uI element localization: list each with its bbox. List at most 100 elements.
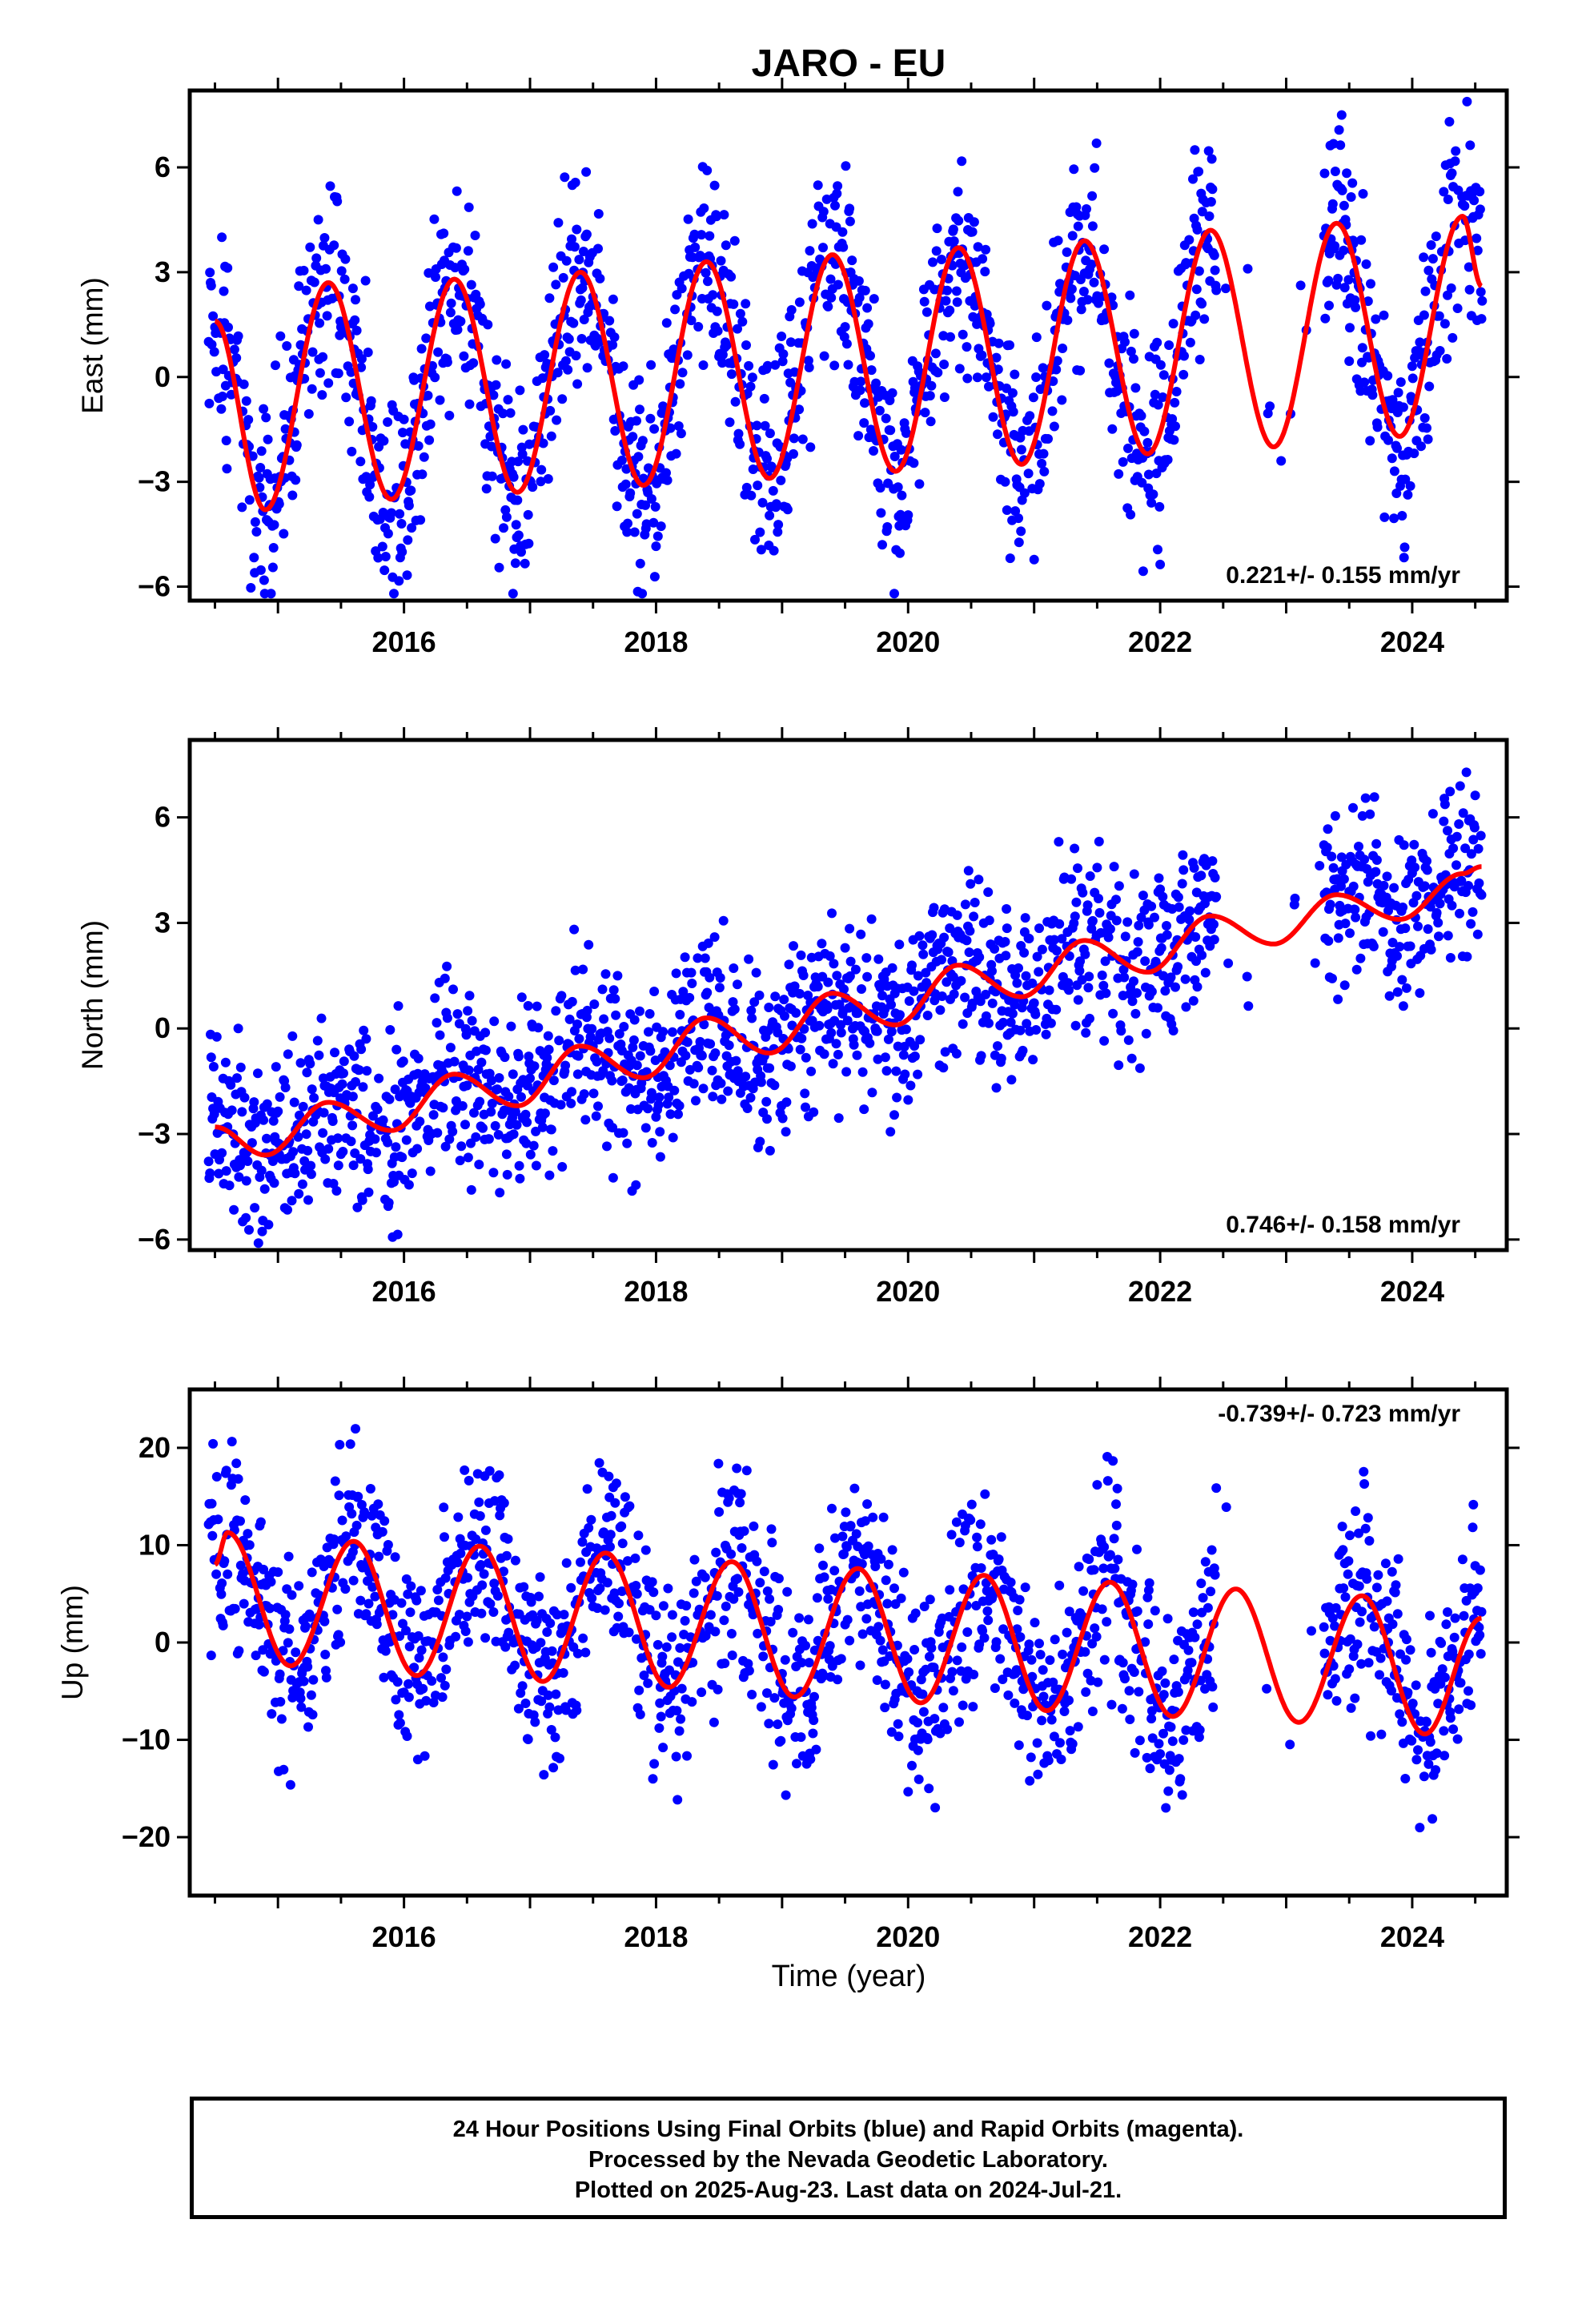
data-point <box>1132 947 1142 957</box>
data-point <box>749 1521 759 1531</box>
data-point <box>822 1004 833 1014</box>
data-point <box>1355 1617 1365 1627</box>
data-point <box>1340 919 1351 929</box>
data-point <box>1078 287 1089 296</box>
data-point <box>903 1787 913 1797</box>
data-point <box>1180 974 1191 984</box>
data-point <box>357 1195 367 1205</box>
data-point <box>480 1525 491 1535</box>
data-point <box>608 1172 618 1183</box>
data-point <box>1057 395 1067 405</box>
data-point <box>665 1060 675 1071</box>
data-point <box>605 1542 615 1552</box>
data-point <box>531 1126 541 1136</box>
data-point <box>704 1003 714 1013</box>
data-point <box>1454 819 1464 829</box>
data-point <box>398 1056 408 1067</box>
data-point <box>712 306 722 316</box>
data-point <box>341 392 351 403</box>
data-point <box>736 1489 746 1499</box>
data-point <box>715 973 725 983</box>
data-point <box>972 1532 982 1542</box>
data-point <box>515 385 525 396</box>
data-point <box>1464 284 1475 295</box>
data-point <box>652 1639 663 1650</box>
data-point <box>221 436 231 446</box>
data-point <box>386 508 396 518</box>
data-point <box>287 1031 298 1041</box>
data-point <box>570 177 580 187</box>
data-point <box>523 1735 533 1744</box>
data-point <box>635 404 644 415</box>
data-point <box>347 283 358 294</box>
data-point <box>340 1584 351 1594</box>
data-point <box>896 1593 906 1603</box>
data-point <box>995 1654 1006 1664</box>
data-point <box>1183 1645 1194 1655</box>
data-point <box>618 1128 628 1138</box>
data-point <box>1378 927 1388 937</box>
data-point <box>1043 1755 1054 1766</box>
data-point <box>582 1005 592 1015</box>
data-point <box>765 510 775 521</box>
data-point <box>217 1148 227 1158</box>
data-point <box>501 1550 512 1561</box>
data-point <box>1014 513 1023 524</box>
data-point <box>351 295 360 305</box>
data-point <box>1154 1739 1164 1749</box>
data-point <box>337 1079 347 1089</box>
data-point <box>850 964 861 975</box>
data-point <box>1348 881 1359 891</box>
data-point <box>889 452 900 461</box>
data-point <box>1468 907 1478 917</box>
data-point <box>231 353 242 363</box>
data-point <box>1167 1736 1178 1747</box>
data-point <box>898 1567 909 1578</box>
data-point <box>966 1515 976 1526</box>
data-point <box>781 1790 791 1800</box>
data-point <box>749 997 760 1007</box>
data-point <box>628 1042 638 1052</box>
data-point <box>996 1532 1006 1542</box>
data-point <box>671 968 681 979</box>
data-point <box>803 1614 813 1625</box>
data-point <box>516 1092 526 1102</box>
data-point <box>1452 860 1461 870</box>
data-point <box>356 1044 367 1055</box>
data-point <box>1422 1717 1431 1727</box>
data-point <box>725 417 735 428</box>
data-point <box>519 1582 529 1592</box>
data-point <box>1082 295 1093 305</box>
data-point <box>648 517 659 528</box>
data-point <box>349 1051 359 1061</box>
data-point <box>605 1530 616 1540</box>
data-point <box>1112 1483 1122 1494</box>
data-point <box>249 1097 259 1108</box>
data-point <box>833 279 843 290</box>
data-point <box>785 1061 796 1072</box>
data-point <box>1371 866 1381 877</box>
data-point <box>929 903 939 913</box>
data-point <box>1044 985 1054 995</box>
data-point <box>860 285 870 296</box>
data-point <box>1359 1466 1369 1477</box>
footer-line-2: Processed by the Nevada Geodetic Laborat… <box>588 2147 1108 2173</box>
data-point <box>416 1586 426 1596</box>
data-point <box>1192 982 1203 992</box>
y-axis-label: Up (mm) <box>56 1585 89 1700</box>
data-point <box>341 1531 351 1542</box>
data-point <box>670 304 681 315</box>
data-point <box>909 1041 920 1051</box>
data-point <box>1188 1607 1199 1618</box>
data-point <box>524 1051 534 1062</box>
data-point <box>399 414 409 424</box>
data-point <box>612 971 623 981</box>
data-point <box>939 392 950 402</box>
data-point <box>658 1027 669 1037</box>
data-point <box>572 1069 583 1080</box>
data-point <box>1448 1724 1459 1735</box>
data-point <box>867 1088 877 1098</box>
data-point <box>428 1110 439 1120</box>
data-point <box>253 1238 263 1248</box>
data-point <box>1384 991 1395 1001</box>
